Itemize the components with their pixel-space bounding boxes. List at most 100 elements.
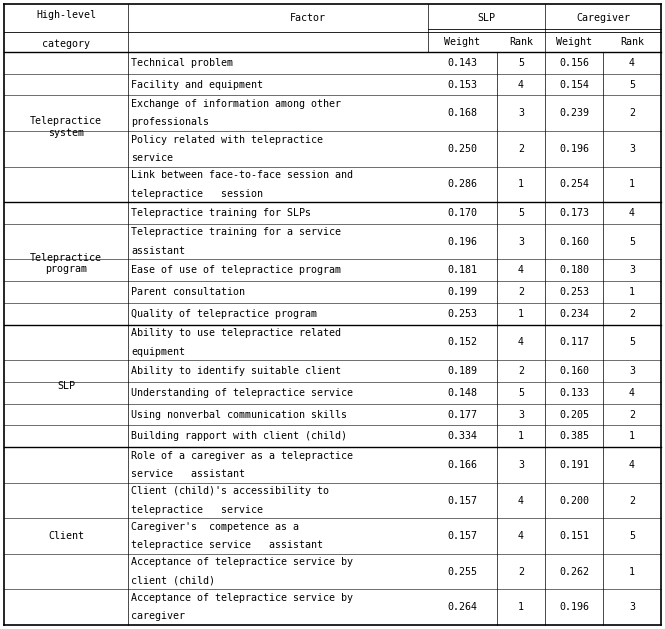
Text: 1: 1: [629, 567, 635, 577]
Text: telepractice   session: telepractice session: [131, 189, 263, 199]
Text: 5: 5: [629, 80, 635, 89]
Text: SLP: SLP: [57, 381, 75, 391]
Text: 3: 3: [629, 265, 635, 276]
Text: equipment: equipment: [131, 347, 185, 357]
Text: 4: 4: [518, 531, 524, 541]
Text: Weight: Weight: [556, 37, 592, 47]
Text: 5: 5: [629, 237, 635, 247]
Text: 5: 5: [518, 58, 524, 68]
Text: 2: 2: [629, 496, 635, 506]
Text: 2: 2: [629, 309, 635, 319]
Text: 0.385: 0.385: [559, 431, 589, 442]
Text: 0.334: 0.334: [448, 431, 477, 442]
Text: Rank: Rank: [509, 37, 533, 47]
Text: 0.152: 0.152: [448, 337, 477, 347]
Text: 3: 3: [518, 108, 524, 118]
Text: 0.173: 0.173: [559, 208, 589, 218]
Text: 2: 2: [518, 144, 524, 154]
Text: 4: 4: [629, 388, 635, 398]
Text: Using nonverbal communication skills: Using nonverbal communication skills: [131, 409, 347, 420]
Text: 0.181: 0.181: [448, 265, 477, 276]
Text: 3: 3: [518, 460, 524, 470]
Text: Quality of telepractice program: Quality of telepractice program: [131, 309, 317, 319]
Text: 5: 5: [629, 531, 635, 541]
Text: 4: 4: [629, 58, 635, 68]
Text: Telepractice
program: Telepractice program: [30, 253, 102, 274]
Text: 4: 4: [518, 80, 524, 89]
Text: 2: 2: [629, 108, 635, 118]
Text: 1: 1: [629, 287, 635, 297]
Text: Ease of use of telepractice program: Ease of use of telepractice program: [131, 265, 341, 276]
Text: Telepractice training for SLPs: Telepractice training for SLPs: [131, 208, 311, 218]
Text: 1: 1: [518, 179, 524, 189]
Text: 3: 3: [518, 409, 524, 420]
Text: Ability to use telepractice related: Ability to use telepractice related: [131, 328, 341, 338]
Text: Telepractice
system: Telepractice system: [30, 116, 102, 138]
Text: Telepractice training for a service: Telepractice training for a service: [131, 228, 341, 237]
Text: 0.234: 0.234: [559, 309, 589, 319]
Text: 2: 2: [518, 567, 524, 577]
Text: 0.160: 0.160: [559, 366, 589, 376]
Text: 0.154: 0.154: [559, 80, 589, 89]
Text: 0.180: 0.180: [559, 265, 589, 276]
Text: Acceptance of telepractice service by: Acceptance of telepractice service by: [131, 593, 353, 603]
Text: 2: 2: [518, 287, 524, 297]
Text: Link between face-to-face session and: Link between face-to-face session and: [131, 170, 353, 180]
Text: Technical problem: Technical problem: [131, 58, 233, 68]
Text: 0.253: 0.253: [448, 309, 477, 319]
Text: service   assistant: service assistant: [131, 469, 245, 479]
Text: client (child): client (child): [131, 576, 215, 586]
Text: Rank: Rank: [620, 37, 644, 47]
Text: Acceptance of telepractice service by: Acceptance of telepractice service by: [131, 557, 353, 567]
Text: 0.189: 0.189: [448, 366, 477, 376]
Text: 0.166: 0.166: [448, 460, 477, 470]
Text: Client (child)'s accessibility to: Client (child)'s accessibility to: [131, 486, 329, 496]
Text: 0.196: 0.196: [559, 144, 589, 154]
Text: Role of a caregiver as a telepractice: Role of a caregiver as a telepractice: [131, 451, 353, 460]
Text: Parent consultation: Parent consultation: [131, 287, 245, 297]
Text: 0.177: 0.177: [448, 409, 477, 420]
Text: 0.168: 0.168: [448, 108, 477, 118]
Text: 0.157: 0.157: [448, 496, 477, 506]
Text: professionals: professionals: [131, 118, 209, 128]
Text: 0.153: 0.153: [448, 80, 477, 89]
Text: Building rapport with client (child): Building rapport with client (child): [131, 431, 347, 442]
Text: 0.255: 0.255: [448, 567, 477, 577]
Text: 0.205: 0.205: [559, 409, 589, 420]
Text: caregiver: caregiver: [131, 611, 185, 621]
Text: 4: 4: [518, 337, 524, 347]
Text: 4: 4: [518, 496, 524, 506]
Text: 3: 3: [629, 366, 635, 376]
Text: 0.151: 0.151: [559, 531, 589, 541]
Text: 0.199: 0.199: [448, 287, 477, 297]
Text: Caregiver: Caregiver: [576, 13, 630, 23]
Text: 0.160: 0.160: [559, 237, 589, 247]
Text: 0.200: 0.200: [559, 496, 589, 506]
Text: High-level: High-level: [36, 10, 96, 20]
Text: 0.157: 0.157: [448, 531, 477, 541]
Text: SLP: SLP: [477, 13, 495, 23]
Text: 0.170: 0.170: [448, 208, 477, 218]
Text: 4: 4: [629, 208, 635, 218]
Text: 2: 2: [518, 366, 524, 376]
Text: Caregiver's  competence as a: Caregiver's competence as a: [131, 522, 299, 532]
Text: 5: 5: [629, 337, 635, 347]
Text: 0.191: 0.191: [559, 460, 589, 470]
Text: 0.262: 0.262: [559, 567, 589, 577]
Text: 2: 2: [629, 409, 635, 420]
Text: 0.143: 0.143: [448, 58, 477, 68]
Text: 1: 1: [629, 179, 635, 189]
Text: 3: 3: [629, 144, 635, 154]
Text: 0.264: 0.264: [448, 602, 477, 612]
Text: 5: 5: [518, 388, 524, 398]
Text: 1: 1: [518, 602, 524, 612]
Text: Policy related with telepractice: Policy related with telepractice: [131, 135, 323, 145]
Text: 0.196: 0.196: [448, 237, 477, 247]
Text: 0.133: 0.133: [559, 388, 589, 398]
Text: 0.148: 0.148: [448, 388, 477, 398]
Text: 0.286: 0.286: [448, 179, 477, 189]
Text: 4: 4: [518, 265, 524, 276]
Text: 0.196: 0.196: [559, 602, 589, 612]
Text: telepractice   service: telepractice service: [131, 504, 263, 515]
Text: Weight: Weight: [444, 37, 481, 47]
